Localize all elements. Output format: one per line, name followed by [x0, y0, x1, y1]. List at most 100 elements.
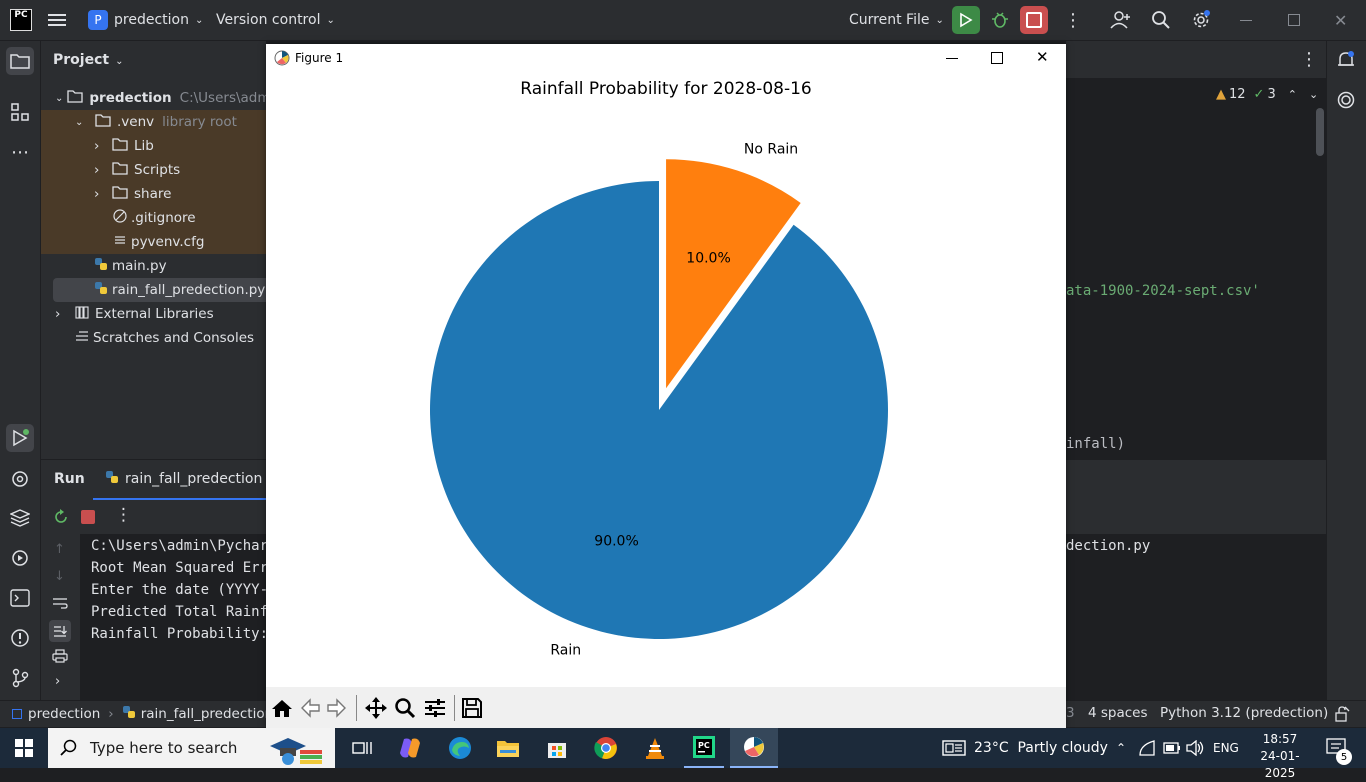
scroll-to-end-icon[interactable] — [49, 620, 71, 642]
network-icon[interactable] — [1139, 728, 1157, 768]
weather-icon[interactable] — [942, 728, 966, 768]
pan-move-icon[interactable] — [362, 694, 390, 722]
run-config-selector[interactable]: Current File ⌄ — [849, 0, 944, 40]
restore-icon[interactable] — [1288, 0, 1300, 40]
configure-subplots-icon[interactable] — [421, 694, 449, 722]
forward-arrow-icon[interactable] — [323, 694, 351, 722]
inspection-widget[interactable]: ▲ 12 ✓ 3 ⌃ ⌄ — [1216, 87, 1318, 102]
home-icon[interactable] — [268, 694, 296, 722]
file-explorer-icon[interactable] — [488, 728, 528, 768]
figure-window: Figure 1 ✕ Rainfall Probability for 2028… — [266, 44, 1066, 728]
search-icon[interactable] — [1151, 0, 1171, 40]
print-icon[interactable] — [52, 649, 68, 667]
battery-icon[interactable] — [1163, 728, 1181, 768]
tree-item-venv[interactable]: ⌄ .venv library root — [41, 110, 266, 134]
volume-icon[interactable] — [1186, 728, 1204, 768]
scroll-up-icon[interactable]: ↑ — [54, 542, 65, 557]
edge-browser-icon[interactable] — [440, 728, 480, 768]
git-branch-icon[interactable] — [6, 664, 34, 692]
run-more-icon[interactable]: ⋮ — [115, 505, 132, 525]
minimize-icon[interactable] — [1240, 0, 1252, 40]
structure-icon[interactable] — [6, 98, 34, 126]
taskbar-search-box[interactable]: Type here to search — [48, 728, 335, 768]
editor-more-icon[interactable]: ⋮ — [1300, 49, 1318, 70]
previous-highlight-icon[interactable]: ⌃ — [1287, 88, 1297, 101]
tree-item-lib[interactable]: › Lib — [41, 134, 266, 158]
project-folder-icon[interactable] — [6, 47, 34, 75]
maximize-icon[interactable] — [991, 52, 1003, 64]
lock-icon[interactable] — [1334, 706, 1350, 726]
problems-icon[interactable] — [6, 624, 34, 652]
version-control-menu[interactable]: Version control ⌄ — [216, 0, 335, 40]
clock[interactable]: 18:57 24-01-2025 — [1250, 731, 1310, 782]
rerun-button[interactable] — [952, 0, 980, 40]
project-panel-title[interactable]: Project ⌄ — [53, 52, 124, 68]
settings-gear-icon[interactable] — [1190, 0, 1212, 40]
expand-icon[interactable]: › — [55, 674, 61, 689]
tree-item-scratches[interactable]: Scratches and Consoles — [41, 326, 266, 350]
windows-start-icon[interactable] — [0, 728, 48, 768]
tree-item-scripts[interactable]: › Scripts — [41, 158, 266, 182]
clock-date: 24-01-2025 — [1260, 749, 1300, 780]
stop-icon[interactable] — [81, 510, 95, 524]
pycharm-taskbar-icon[interactable]: PC — [684, 728, 724, 768]
tree-item-pyvenv[interactable]: pyvenv.cfg — [41, 230, 266, 254]
interpreter-selector[interactable]: Python 3.12 (predection) — [1160, 705, 1329, 721]
tree-item-label: .gitignore — [131, 210, 196, 226]
notification-center-icon[interactable]: 5 — [1322, 728, 1352, 768]
services-icon[interactable] — [6, 544, 34, 572]
tree-item-external-libraries[interactable]: › External Libraries — [41, 302, 266, 326]
add-user-icon[interactable] — [1110, 0, 1132, 40]
task-view-icon[interactable] — [342, 728, 382, 768]
tree-item-gitignore[interactable]: .gitignore — [41, 206, 266, 230]
editor-scrollbar[interactable] — [1316, 108, 1324, 156]
python-figure-taskbar-icon[interactable] — [730, 728, 778, 768]
next-highlight-icon[interactable]: ⌄ — [1308, 88, 1319, 101]
close-icon[interactable]: ✕ — [1036, 48, 1049, 66]
debug-button[interactable] — [990, 0, 1010, 40]
ai-assistant-icon[interactable] — [1336, 90, 1356, 114]
scroll-down-icon[interactable]: ↓ — [54, 569, 65, 584]
more-actions-icon[interactable]: ⋮ — [1064, 9, 1082, 31]
layers-icon[interactable] — [6, 504, 34, 532]
main-menu-icon[interactable] — [48, 0, 66, 40]
folder-icon — [112, 185, 128, 203]
zoom-magnifier-icon[interactable] — [391, 694, 419, 722]
rerun-icon[interactable] — [53, 509, 69, 529]
breadcrumb-project[interactable]: predection — [28, 706, 101, 722]
project-tool-window: Project ⌄ ⌄ predection C:\Users\admin ⌄ .… — [41, 41, 283, 459]
tree-item-hint: library root — [162, 114, 237, 130]
show-hidden-icons-icon[interactable]: ⌃ — [1116, 741, 1127, 755]
language-indicator[interactable]: ENG — [1213, 741, 1239, 755]
copilot-icon[interactable] — [390, 728, 430, 768]
code-editor[interactable]: ▲ 12 ✓ 3 ⌃ ⌄ ata-1900-2024-sept.csv' inf… — [1066, 78, 1326, 459]
stop-button[interactable] — [1020, 0, 1048, 40]
microsoft-store-icon[interactable] — [537, 728, 577, 768]
more-tools-icon[interactable]: ⋯ — [11, 141, 29, 163]
soft-wrap-icon[interactable] — [52, 596, 68, 614]
tree-item-main-py[interactable]: main.py — [41, 254, 266, 278]
line-info[interactable]: 3 — [1066, 705, 1075, 721]
search-icon — [60, 739, 77, 756]
folder-icon — [112, 161, 128, 179]
python-file-icon — [94, 281, 108, 299]
notifications-bell-icon[interactable] — [1336, 50, 1356, 74]
python-packages-icon[interactable] — [6, 465, 34, 493]
back-arrow-icon[interactable] — [296, 694, 324, 722]
breadcrumb-file[interactable]: rain_fall_predection.p — [140, 706, 287, 722]
vlc-icon[interactable] — [635, 728, 675, 768]
indent-setting[interactable]: 4 spaces — [1088, 705, 1148, 721]
tree-item-rain-fall-predection[interactable]: rain_fall_predection.py — [53, 278, 266, 302]
tree-item-share[interactable]: › share — [41, 182, 266, 206]
save-floppy-icon[interactable] — [458, 694, 486, 722]
project-switcher[interactable]: P predection ⌄ — [88, 0, 203, 40]
close-icon[interactable]: ✕ — [1334, 10, 1348, 30]
tree-root[interactable]: ⌄ predection C:\Users\admin — [41, 86, 283, 110]
terminal-icon[interactable] — [6, 584, 34, 612]
weather-text[interactable]: 23°C Partly cloudy — [974, 740, 1108, 756]
pycharm-logo-icon[interactable]: PC — [10, 0, 32, 40]
chrome-icon[interactable] — [586, 728, 626, 768]
run-tool-icon[interactable] — [6, 424, 34, 452]
run-tab[interactable]: rain_fall_predection ✕ — [93, 460, 285, 500]
minimize-icon[interactable] — [946, 58, 958, 59]
